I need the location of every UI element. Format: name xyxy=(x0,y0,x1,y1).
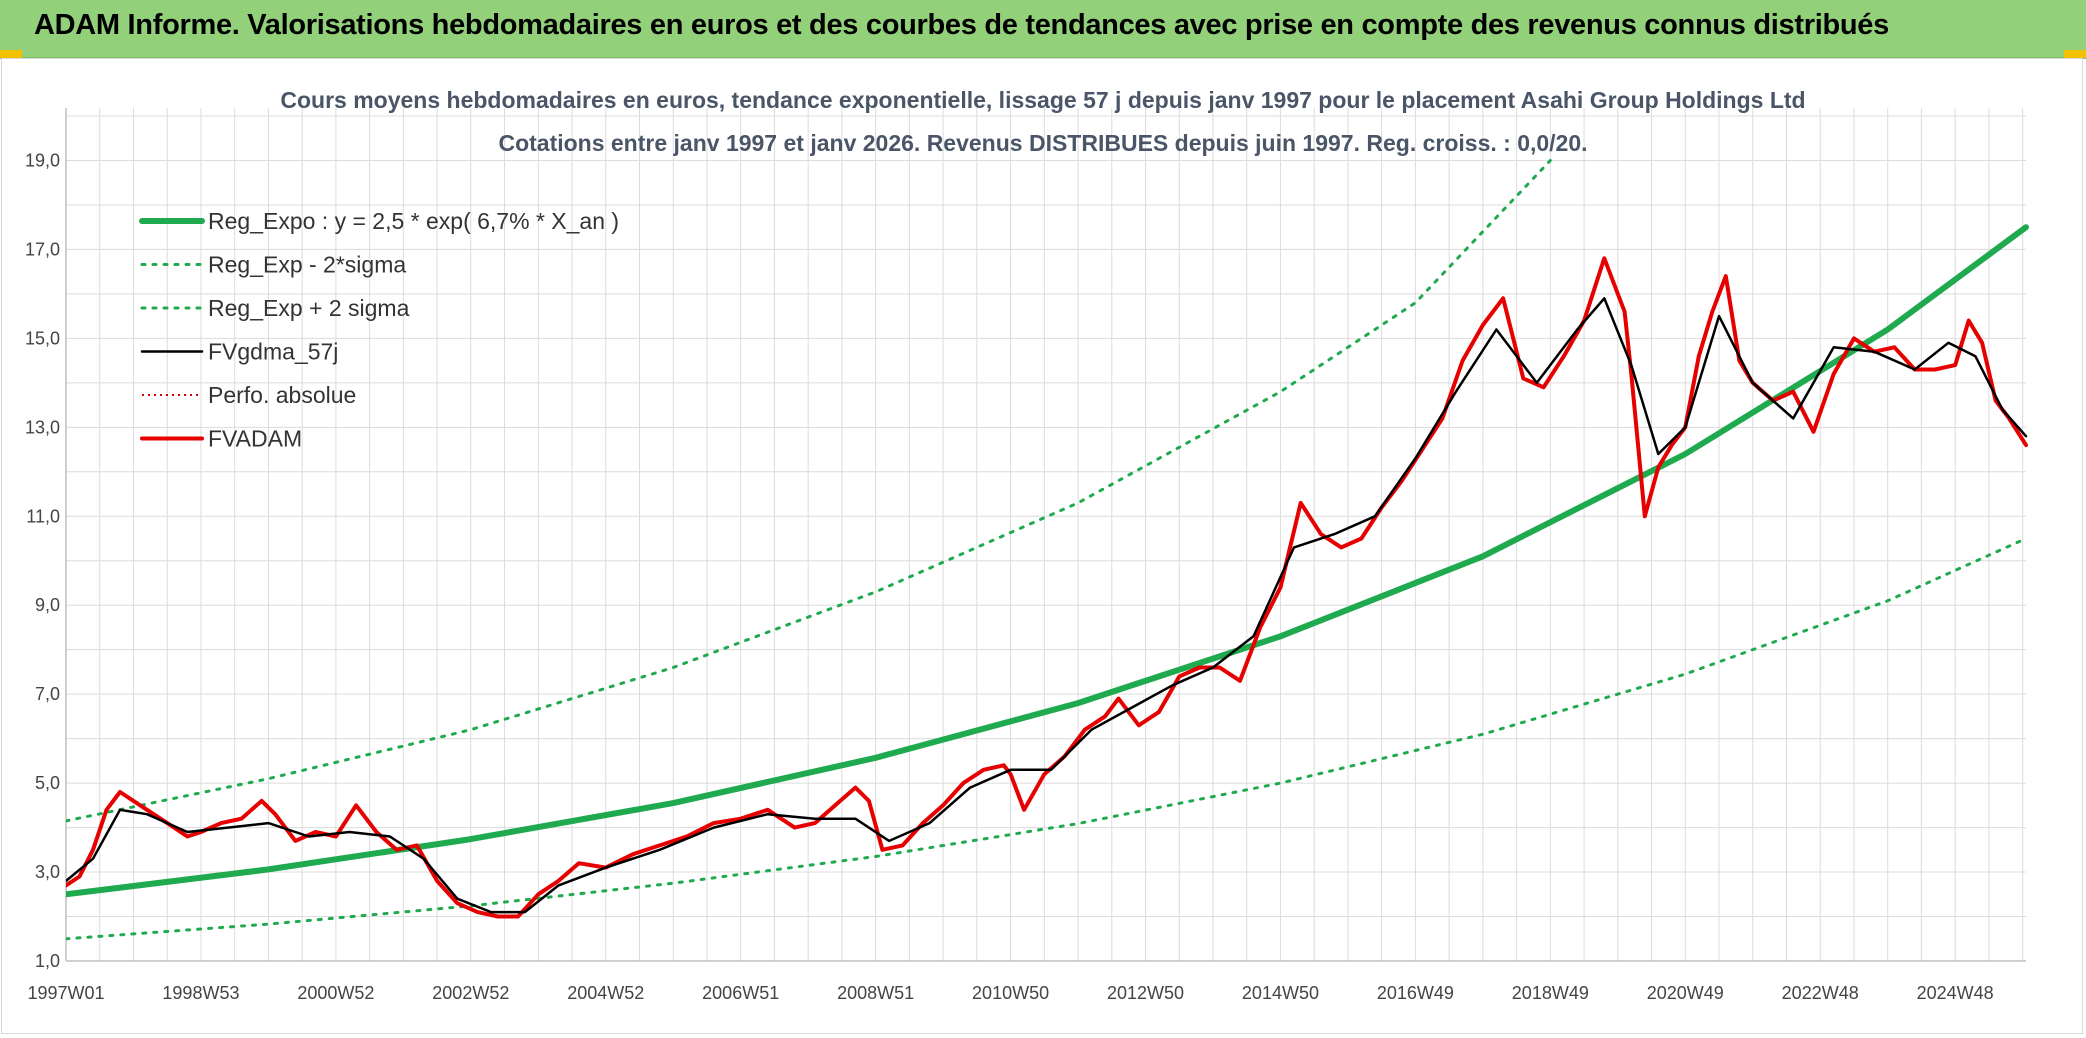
chart-title: Cours moyens hebdomadaires en euros, ten… xyxy=(280,87,1805,113)
chart-frame xyxy=(1,58,2083,1034)
report-title: ADAM Informe. Valorisations hebdomadaire… xyxy=(34,9,1889,41)
series-group xyxy=(66,159,2029,941)
banner-corner-right xyxy=(2064,50,2086,58)
series-line-upper xyxy=(66,159,1552,823)
y-tick-label: 11,0 xyxy=(26,506,60,526)
y-tick-label: 13,0 xyxy=(25,417,60,437)
x-tick-label: 2020W49 xyxy=(1647,983,1724,1003)
y-tick-label: 19,0 xyxy=(25,150,60,170)
chart-subtitle: Cotations entre janv 1997 et janv 2026. … xyxy=(498,130,1587,156)
x-tick-label: 2012W50 xyxy=(1107,983,1184,1003)
grid-lines xyxy=(65,108,2026,962)
y-tick-label: 17,0 xyxy=(25,239,60,259)
y-tick-label: 9,0 xyxy=(35,595,60,615)
x-tick-label: 2002W52 xyxy=(432,983,509,1003)
x-tick-label: 2008W51 xyxy=(837,983,914,1003)
legend-label-price: FVADAM xyxy=(208,426,302,452)
x-tick-label: 2014W50 xyxy=(1242,983,1319,1003)
legend: Reg_Expo : y = 2,5 * exp( 6,7% * X_an ) R… xyxy=(139,208,619,452)
x-tick-label: 2024W48 xyxy=(1917,983,1994,1003)
series-line-price xyxy=(66,256,2028,919)
x-tick-label: 2006W51 xyxy=(702,983,779,1003)
y-tick-label: 15,0 xyxy=(25,328,60,348)
report-banner: ADAM Informe. Valorisations hebdomadaire… xyxy=(0,0,2086,59)
axes xyxy=(65,108,2026,962)
legend-label-smoothed: FVgdma_57j xyxy=(208,339,338,365)
x-tick-label: 2016W49 xyxy=(1377,983,1454,1003)
legend-label-upper: Reg_Exp + 2 sigma xyxy=(208,295,410,321)
x-tick-label: 2022W48 xyxy=(1782,983,1859,1003)
y-tick-label: 1,0 xyxy=(35,951,60,971)
banner-corner-left xyxy=(0,50,22,58)
x-tick-label: 2004W52 xyxy=(567,983,644,1003)
x-tick-label: 1997W01 xyxy=(27,983,104,1003)
x-tick-label: 1998W53 xyxy=(162,983,239,1003)
series-line-lower xyxy=(66,537,2028,941)
y-tick-label: 3,0 xyxy=(35,862,60,882)
y-tick-label: 5,0 xyxy=(35,773,60,793)
x-tick-label: 2018W49 xyxy=(1512,983,1589,1003)
legend-label-lower: Reg_Exp - 2*sigma xyxy=(208,252,406,278)
y-tick-label: 7,0 xyxy=(35,684,60,704)
legend-label-regression: Reg_Expo : y = 2,5 * exp( 6,7% * X_an ) xyxy=(208,208,619,234)
x-axis-ticks: 1997W01 1998W53 2000W52 2002W52 2004W52 2006W… xyxy=(27,983,1993,1003)
legend-label-perf: Perfo. absolue xyxy=(208,382,356,408)
x-tick-label: 2010W50 xyxy=(972,983,1049,1003)
series-line-smoothed xyxy=(66,297,2028,914)
x-tick-label: 2000W52 xyxy=(297,983,374,1003)
y-axis-ticks: 1,0 3,0 5,0 7,0 9,0 11,0 13,0 15,0 17,0 19,0 xyxy=(25,150,60,971)
